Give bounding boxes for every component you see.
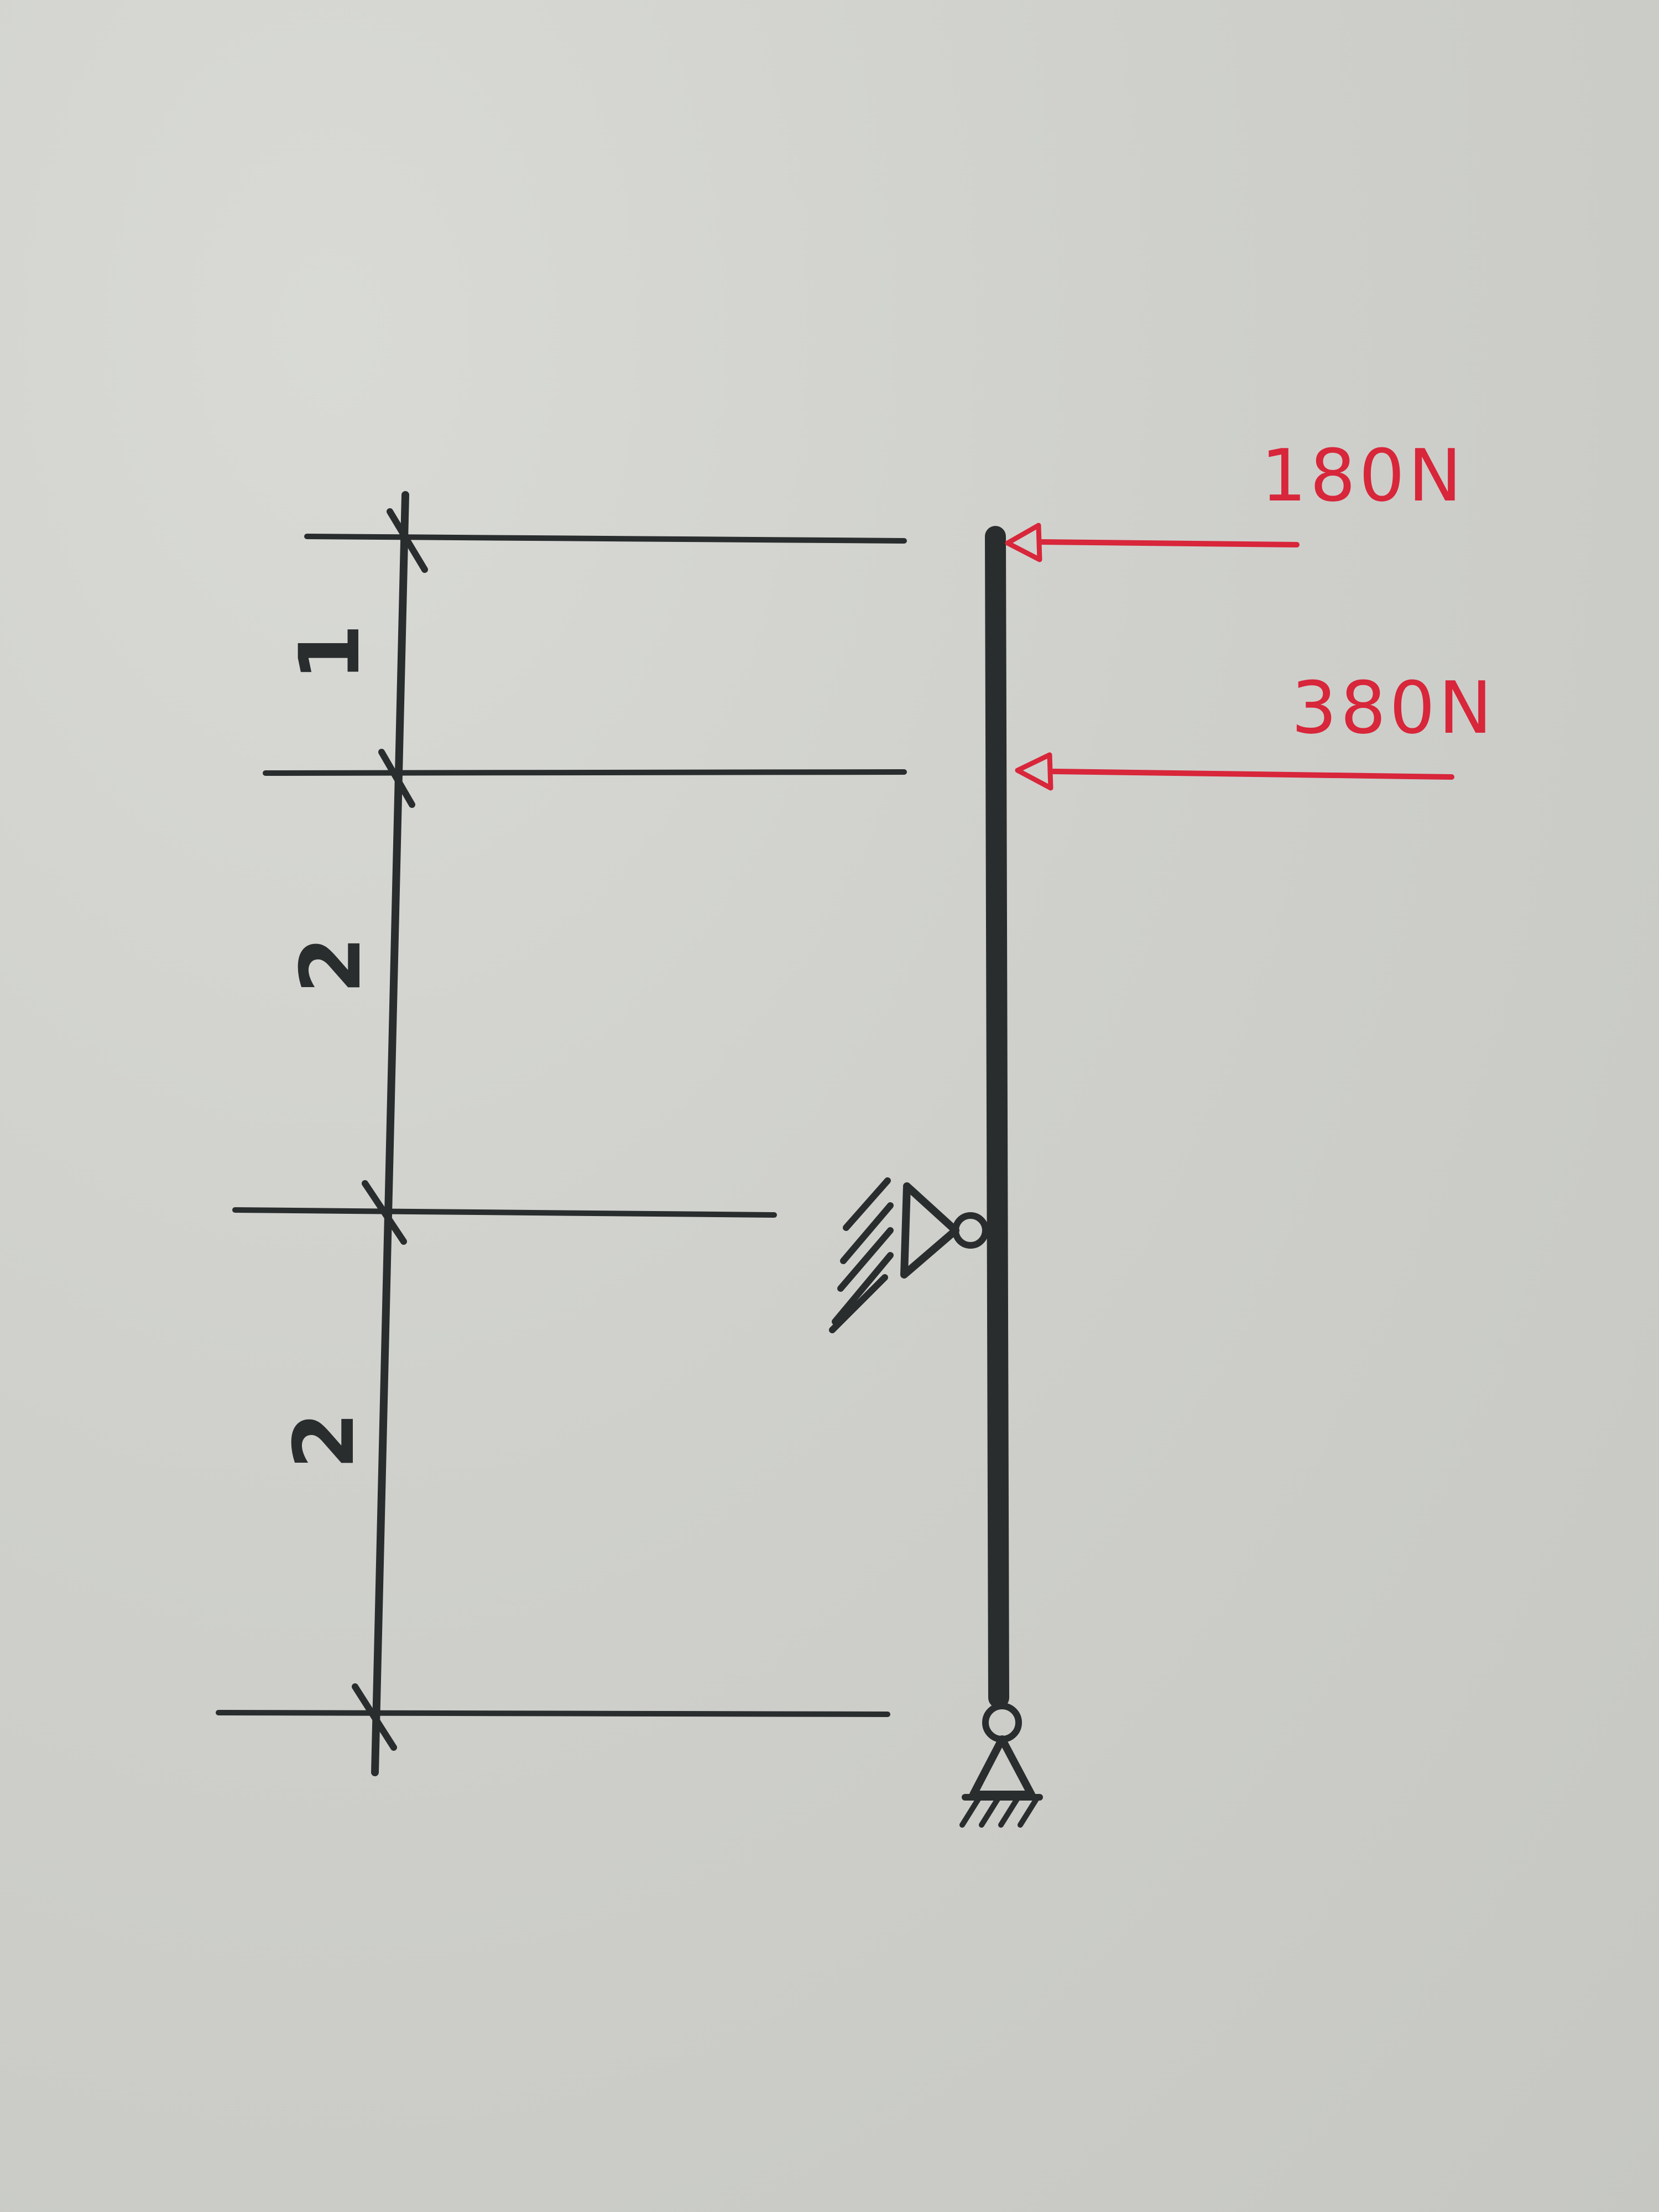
extension-line-third: [232, 1207, 777, 1218]
load-arrow-380: [1015, 752, 1454, 791]
load-label-380: 380N: [1291, 666, 1495, 750]
extension-line-second: [263, 769, 907, 776]
pin-support-bottom: [959, 1703, 1043, 1828]
dimension-label-2: 2: [283, 936, 379, 994]
tick-mark: [387, 508, 428, 573]
dimension-line: [371, 491, 409, 1776]
load-arrow-180: [1005, 523, 1300, 562]
column-member: [985, 526, 1009, 1708]
tick-mark: [362, 1180, 407, 1245]
extension-line-top: [304, 534, 907, 544]
extension-line-bottom: [216, 1710, 890, 1717]
load-label-180: 180N: [1261, 434, 1465, 518]
roller-support-lateral: [829, 1177, 989, 1333]
dimension-label-3: 2: [276, 1412, 373, 1469]
dimension-label-1: 1: [282, 624, 378, 681]
tick-mark: [378, 749, 415, 808]
tick-mark: [352, 1683, 397, 1751]
